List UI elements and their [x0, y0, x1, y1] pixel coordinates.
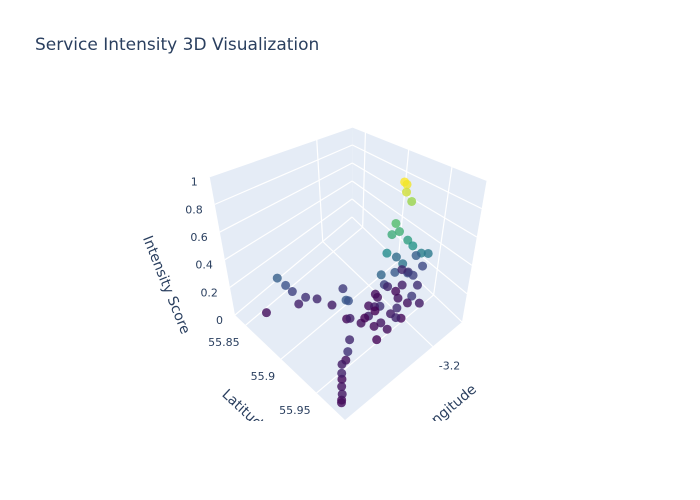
point [336, 398, 346, 408]
z-grid-line [352, 126, 487, 181]
y-grid-line [433, 166, 453, 295]
z-grid-line [209, 126, 353, 178]
point [287, 287, 297, 297]
y-tick-label: 55.95 [279, 404, 311, 417]
point [392, 303, 402, 313]
point [423, 248, 433, 258]
point [397, 265, 407, 275]
z-tick-label: 0.8 [185, 203, 203, 216]
back-wall-right [352, 127, 487, 322]
point [370, 289, 380, 299]
point [294, 299, 304, 309]
y-grid-line [316, 294, 434, 394]
z-grid-line [229, 198, 353, 288]
point [407, 291, 417, 301]
point [272, 273, 282, 283]
x-tick-label: -3.2 [439, 360, 460, 373]
point [301, 292, 311, 302]
z-tick-label: 0.6 [190, 231, 208, 244]
point [337, 359, 347, 369]
point [391, 286, 401, 296]
z-tick-label: 0.2 [200, 286, 218, 299]
chart-title: Service Intensity 3D Visualization [35, 35, 319, 55]
point [345, 335, 355, 345]
z-tick-label: 0 [216, 314, 223, 327]
back-wall-left [209, 127, 353, 315]
point [370, 306, 380, 316]
z-grid-line [224, 180, 353, 261]
point [312, 294, 322, 304]
z-grid-line [352, 144, 482, 210]
point [387, 230, 397, 240]
scene: 00.20.40.60.8155.8555.955.95-3.2Intensit… [139, 126, 487, 421]
point [372, 335, 382, 345]
point [408, 270, 418, 280]
point [390, 267, 400, 277]
z-tick-label: 0.4 [195, 259, 213, 272]
point [391, 218, 401, 228]
point [402, 298, 412, 308]
y-grid-line [397, 149, 410, 262]
point [360, 313, 370, 323]
point [261, 308, 271, 318]
point [411, 251, 421, 261]
point [393, 293, 403, 303]
y-grid-line [362, 132, 367, 228]
point [376, 270, 386, 280]
point [382, 248, 392, 258]
point [391, 252, 401, 262]
point [343, 347, 353, 357]
point [343, 296, 353, 306]
x-grid-line [316, 139, 324, 242]
point [376, 318, 386, 328]
point [397, 280, 407, 290]
point [337, 382, 347, 392]
z-grid-line [219, 162, 353, 233]
point [337, 389, 347, 399]
point [327, 300, 337, 310]
point [402, 179, 412, 189]
y-tick-label: 55.85 [208, 336, 240, 349]
point [369, 321, 379, 331]
y-tick-label: 55.9 [251, 370, 276, 383]
point [281, 280, 291, 290]
point [345, 313, 355, 323]
point [418, 261, 428, 271]
point [407, 196, 417, 206]
z-grid-line [351, 180, 473, 266]
z-grid-line [214, 144, 353, 205]
point [337, 368, 347, 378]
point [408, 241, 418, 251]
point [338, 284, 348, 294]
z-tick-label: 1 [191, 176, 198, 189]
point [383, 282, 393, 292]
point [402, 187, 412, 197]
point [412, 280, 422, 290]
point [391, 313, 401, 323]
z-grid-line [234, 216, 353, 316]
point [382, 324, 392, 334]
point [395, 227, 405, 237]
point [414, 298, 424, 308]
